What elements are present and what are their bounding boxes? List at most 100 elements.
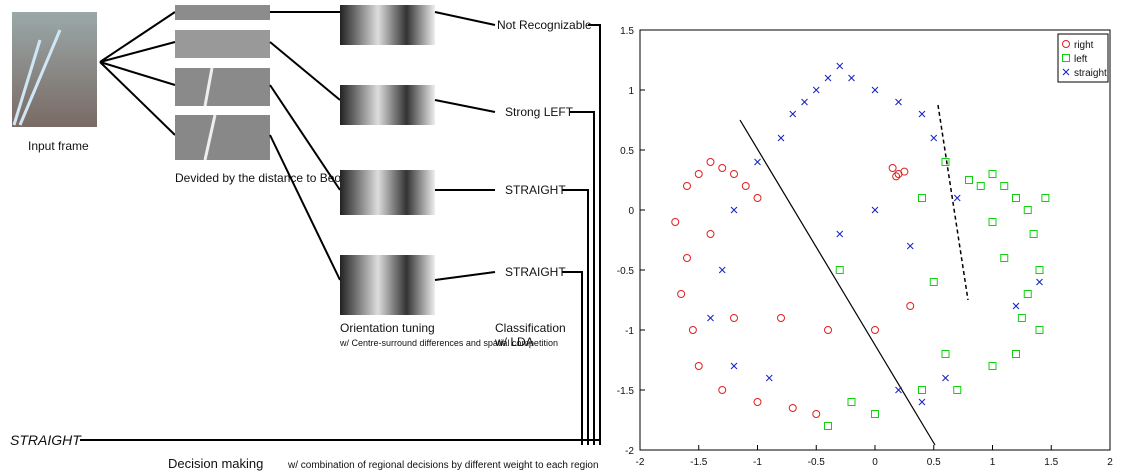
point [801,98,808,106]
y-tick-label: -1.5 [617,386,635,397]
point [1012,194,1020,202]
region-decision: STRAIGHT [505,265,566,279]
point [906,242,914,250]
point [824,74,832,82]
y-tick-label: 0.5 [620,146,634,157]
point [1023,290,1032,298]
point [706,230,715,238]
point [900,167,909,176]
x-tick-label: 0 [872,457,878,468]
legend-label: straight [1074,68,1107,79]
point [718,266,726,274]
point [953,194,961,202]
legend-label: left [1074,54,1088,65]
point [930,134,938,142]
point [871,410,879,418]
y-tick-label: 0 [628,206,634,217]
point [824,326,832,334]
point [965,176,973,184]
point [754,158,761,166]
point [835,266,844,274]
legend-marker [1062,54,1070,62]
point [918,386,926,394]
point [730,362,738,370]
scatter-plot: -2 -1.5 -1 -0.5 0 0.5 1 1.5 2 -2 -1.5 -1 -0.5 0 0.5 1 1.… [617,26,1113,468]
point [671,218,680,226]
region-decision: STRAIGHT [505,183,566,197]
point [848,74,855,82]
y-tick-label: -2 [625,446,634,457]
point [929,278,938,286]
point [741,182,750,190]
class-lines [80,11,601,445]
point [694,170,703,178]
legend-box [1057,33,1109,83]
point [847,398,856,406]
point [895,98,902,106]
point [706,158,715,166]
point [694,362,703,370]
final-decision: STRAIGHT [10,432,82,448]
split-images [175,5,270,161]
point [1000,254,1009,262]
point [988,218,997,226]
orientation-note: w/ Centre-surround differences and spati… [339,338,558,348]
x-tick-label: 1 [990,457,996,468]
point [976,182,985,190]
y-tick-label: -0.5 [617,266,635,277]
point [988,362,997,370]
point [871,326,879,334]
point [953,386,962,394]
point [836,230,844,238]
point [753,398,762,406]
point [1029,230,1038,238]
point [1000,182,1009,190]
point [1035,326,1044,334]
point [941,350,950,358]
divided-label: Devided by the distance to Beobot [175,171,358,185]
point [777,134,785,142]
point [941,158,950,166]
point [1017,314,1026,322]
y-tick-label: 1 [628,86,634,97]
point [683,254,691,262]
boundary-dashed [937,104,969,301]
point [707,314,714,322]
point [718,164,727,172]
y-tick-label: -1 [625,326,634,337]
point [895,386,902,394]
legend-label: right [1074,40,1094,51]
point [1041,194,1050,202]
x-tick-label: 2 [1107,457,1113,468]
decision-label: Decision making [168,456,263,471]
point [1012,350,1020,358]
point [789,110,797,118]
point [892,172,901,181]
x-tick-label: -0.5 [808,457,826,468]
classification-label: Classification [495,321,566,335]
point [753,194,762,202]
point [788,404,797,412]
input-label: Input frame [28,139,89,153]
point [1012,302,1020,310]
point [988,170,997,178]
point [730,206,738,214]
classification-note: w/ LDA [494,335,534,349]
point [942,374,949,382]
point [1023,206,1032,214]
y-tick-label: 1.5 [620,26,634,37]
point [918,194,926,202]
orientation-label: Orientation tuning [340,321,435,335]
boundary-line [739,119,936,446]
x-tick-label: -1.5 [690,457,708,468]
x-tick-label: -2 [636,457,645,468]
point [718,386,727,394]
point [730,314,738,322]
legend-marker [1062,40,1070,48]
point [871,206,879,214]
legend-marker [1062,68,1070,76]
point [765,374,773,382]
decision-note: w/ combination of regional decisions by … [287,460,599,471]
feature-maps [340,5,435,315]
